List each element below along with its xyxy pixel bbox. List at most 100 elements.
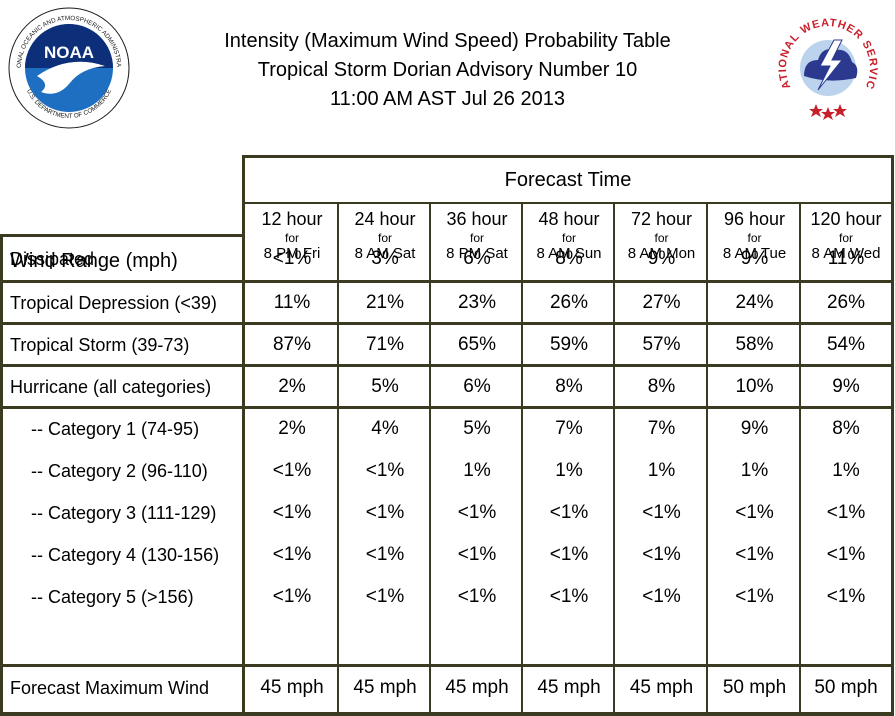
- probability-cell: 3%: [371, 248, 399, 269]
- title-line-1: Intensity (Maximum Wind Speed) Probabili…: [224, 30, 671, 52]
- column-for: for: [747, 231, 762, 245]
- probability-cell: 71%: [365, 334, 405, 355]
- column-header: 36 hour for 8 PM Sat: [431, 209, 523, 262]
- max-wind-cell: 45 mph: [260, 677, 324, 698]
- probability-cell: 9%: [740, 248, 769, 269]
- row-label: -- Category 3 (111-129): [31, 502, 217, 523]
- column-header: 24 hour for 8 AM Sat: [339, 209, 431, 262]
- probability-cell: <1%: [365, 502, 405, 523]
- probability-cell: 7%: [647, 418, 676, 439]
- probability-cell: <1%: [272, 586, 312, 607]
- probability-cell: <1%: [272, 544, 312, 565]
- probability-cell: 65%: [457, 334, 497, 355]
- column-valid-time: 8 AM Mon: [627, 245, 696, 262]
- probability-cell: <1%: [365, 544, 405, 565]
- column-for: for: [284, 231, 299, 245]
- column-hour: 24 hour: [354, 209, 416, 229]
- column-for: for: [838, 231, 853, 245]
- max-wind-cell: 45 mph: [445, 677, 509, 698]
- probability-cell: 27%: [642, 292, 681, 313]
- column-valid-time: 8 PM Fri: [263, 245, 321, 262]
- noaa-logo: NOAA NATIONAL OCEANIC AND ATMOSPHERIC AD…: [7, 6, 130, 129]
- column-hour: 12 hour: [261, 209, 323, 229]
- page-header: Intensity (Maximum Wind Speed) Probabili…: [180, 27, 715, 114]
- column-for: for: [377, 231, 392, 245]
- probability-cell: 9%: [647, 248, 676, 269]
- column-header: 96 hour for 8 AM Tue: [708, 209, 801, 262]
- probability-cell: 26%: [826, 292, 866, 313]
- nws-logo: NATIONAL WEATHER SERVICE: [768, 10, 878, 120]
- probability-cell: 24%: [735, 292, 774, 313]
- probability-cell: 8%: [555, 376, 583, 397]
- probability-cell: 8%: [647, 376, 676, 397]
- probability-cell: <1%: [642, 586, 681, 607]
- max-wind-cell: 45 mph: [353, 677, 417, 698]
- column-hour: 72 hour: [630, 209, 693, 229]
- probability-cell: 11%: [273, 292, 311, 313]
- probability-cell: <1%: [457, 544, 497, 565]
- column-header: 120 hour for 8 AM Wed: [801, 209, 891, 262]
- column-valid-time: 8 AM Sun: [536, 245, 602, 262]
- row-label: Tropical Storm (39-73): [10, 334, 190, 355]
- grid-line: [242, 155, 245, 716]
- probability-cell: 1%: [555, 460, 583, 481]
- probability-cell: 87%: [272, 334, 312, 355]
- probability-cell: 6%: [463, 248, 491, 269]
- probability-cell: <1%: [735, 544, 774, 565]
- probability-cell: 8%: [832, 418, 860, 439]
- row-label: Hurricane (all categories): [10, 376, 212, 397]
- row-label: -- Category 2 (96-110): [31, 460, 208, 481]
- grid-line: [0, 712, 894, 716]
- probability-cell: 9%: [740, 418, 769, 439]
- forecast-time-header: Forecast Time: [504, 168, 632, 191]
- grid-line: [0, 280, 894, 283]
- max-wind-cell: 50 mph: [722, 677, 787, 698]
- probability-cell: 9%: [832, 376, 860, 397]
- probability-cell: <1%: [365, 586, 405, 607]
- probability-cell: 2%: [278, 418, 306, 439]
- probability-cell: 6%: [463, 376, 491, 397]
- probability-cell: <1%: [642, 502, 681, 523]
- probability-cell: 5%: [371, 376, 399, 397]
- row-label: Tropical Depression (<39): [10, 292, 217, 313]
- probability-cell: 10%: [735, 376, 774, 397]
- column-for: for: [561, 231, 576, 245]
- probability-cell: 26%: [549, 292, 589, 313]
- column-hour: 36 hour: [446, 209, 508, 229]
- probability-cell: 59%: [549, 334, 589, 355]
- probability-cell: 23%: [457, 292, 497, 313]
- grid-line: [0, 322, 894, 325]
- probability-cell: <1%: [272, 460, 312, 481]
- grid-line: [242, 155, 894, 158]
- row-label: -- Category 4 (130-156): [31, 544, 220, 565]
- row-label: -- Category 1 (74-95): [31, 418, 200, 439]
- column-for: for: [469, 231, 484, 245]
- column-header: 72 hour for 8 AM Mon: [615, 209, 708, 262]
- probability-cell: <1%: [549, 544, 589, 565]
- probability-cell: 57%: [642, 334, 681, 355]
- grid-line: [0, 234, 245, 237]
- column-valid-time: 8 AM Wed: [811, 245, 881, 262]
- probability-cell: 5%: [463, 418, 491, 439]
- probability-cell: 1%: [740, 460, 769, 481]
- grid-line: [613, 203, 615, 716]
- grid-line: [706, 203, 708, 716]
- column-header: 12 hour for 8 PM Fri: [245, 209, 339, 262]
- probability-cell: <1%: [735, 586, 774, 607]
- probability-cell: <1%: [549, 586, 589, 607]
- probability-cell: 21%: [365, 292, 405, 313]
- row-label: -- Category 5 (>156): [31, 586, 194, 607]
- grid-line: [0, 364, 894, 367]
- probability-cell: <1%: [272, 502, 312, 523]
- column-valid-time: 8 AM Tue: [722, 245, 787, 262]
- probability-cell: <1%: [272, 248, 312, 269]
- probability-cell: <1%: [826, 586, 866, 607]
- probability-cell: 58%: [735, 334, 774, 355]
- probability-cell: 4%: [371, 418, 399, 439]
- max-wind-cell: 50 mph: [814, 677, 878, 698]
- row-label: Dissipated: [10, 248, 95, 269]
- column-header: 48 hour for 8 AM Sun: [523, 209, 615, 262]
- probability-cell: 7%: [555, 418, 583, 439]
- probability-cell: 1%: [647, 460, 676, 481]
- probability-cell: 1%: [463, 460, 491, 481]
